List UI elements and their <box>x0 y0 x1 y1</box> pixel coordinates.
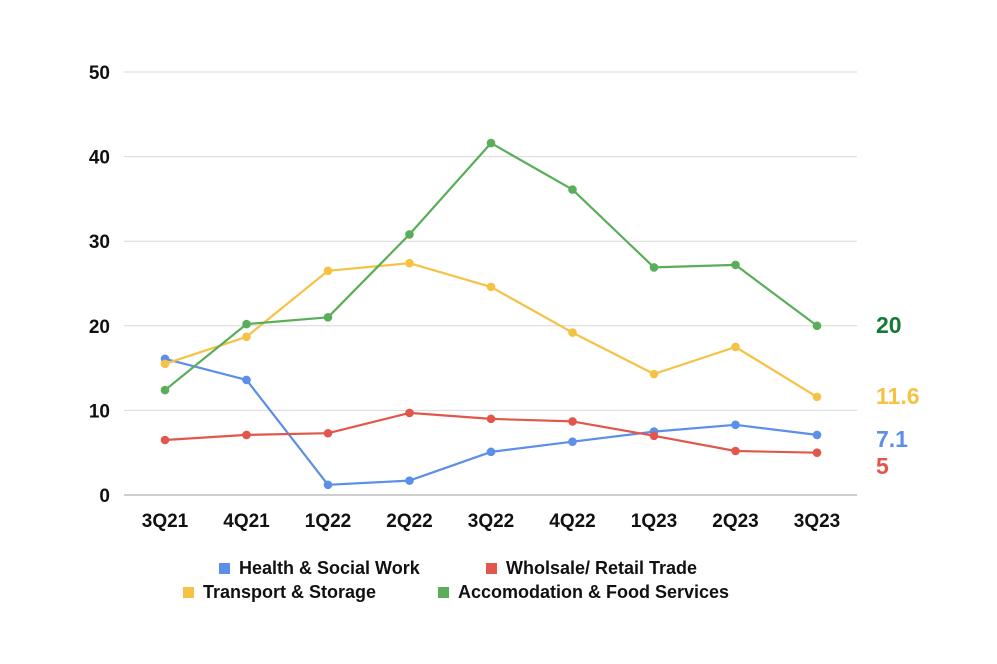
series-2 <box>160 258 822 402</box>
data-point-3-1 <box>242 319 251 329</box>
y-tick-label-20: 20 <box>89 317 110 338</box>
data-point-3-8 <box>812 321 822 331</box>
data-point-3-6 <box>649 263 659 272</box>
x-tick-label-1Q22: 1Q22 <box>305 511 351 532</box>
data-point-1-2 <box>323 428 333 438</box>
legend-item-1: Wholsale/ Retail Trade <box>486 558 697 578</box>
data-point-3-7 <box>731 260 740 270</box>
legend-swatch-0 <box>219 563 230 574</box>
end-label-1: 5 <box>876 453 889 479</box>
end-label-3: 20 <box>876 312 902 338</box>
data-point-1-6 <box>649 431 659 441</box>
data-point-0-3 <box>405 476 414 485</box>
data-point-0-8 <box>812 430 822 440</box>
data-point-3-2 <box>323 313 333 322</box>
x-tick-label-2Q23: 2Q23 <box>712 511 758 532</box>
y-tick-label-30: 30 <box>89 232 110 253</box>
legend: Health & Social Work Wholsale/ Retail Tra… <box>183 558 729 602</box>
legend-swatch-1 <box>486 563 497 574</box>
data-point-0-1 <box>242 375 251 385</box>
x-tick-label-3Q21: 3Q21 <box>142 511 189 532</box>
data-point-3-5 <box>568 185 577 194</box>
legend-label-3: Accomodation & Food Services <box>458 582 729 602</box>
legend-swatch-2 <box>183 587 194 598</box>
data-point-2-1 <box>242 332 251 342</box>
data-point-2-4 <box>486 282 496 292</box>
data-point-3-4 <box>486 138 496 148</box>
data-point-0-7 <box>731 420 740 430</box>
x-tick-label-1Q23: 1Q23 <box>631 511 677 532</box>
legend-item-0: Health & Social Work <box>219 558 421 578</box>
data-point-2-0 <box>160 359 170 369</box>
legend-item-2: Transport & Storage <box>183 582 376 602</box>
data-point-2-8 <box>812 392 822 402</box>
end-label-2: 11.6 <box>876 383 920 409</box>
data-point-0-4 <box>486 447 496 457</box>
y-tick-label-40: 40 <box>89 148 110 169</box>
legend-label-0: Health & Social Work <box>239 558 421 578</box>
legend-label-1: Wholsale/ Retail Trade <box>506 558 697 578</box>
data-point-1-0 <box>160 435 170 445</box>
x-tick-label-3Q22: 3Q22 <box>468 511 514 532</box>
x-tick-label-2Q22: 2Q22 <box>386 511 432 532</box>
data-point-0-5 <box>568 437 577 447</box>
data-point-1-4 <box>486 414 496 424</box>
x-tick-label-4Q22: 4Q22 <box>549 511 595 532</box>
y-tick-label-0: 0 <box>99 486 110 507</box>
data-point-1-3 <box>405 408 414 418</box>
x-tick-label-4Q21: 4Q21 <box>223 511 270 532</box>
y-tick-label-50: 50 <box>89 63 110 84</box>
end-labels: 7.15 11.6 20 <box>876 312 920 479</box>
series-1 <box>160 408 822 458</box>
x-tick-label-3Q23: 3Q23 <box>794 511 840 532</box>
data-point-2-7 <box>731 342 740 352</box>
legend-item-3: Accomodation & Food Services <box>438 582 729 602</box>
legend-swatch-3 <box>438 587 449 598</box>
y-axis-ticks: 0 10 20 30 40 50 <box>89 63 110 507</box>
y-tick-label-10: 10 <box>89 401 110 422</box>
data-point-2-5 <box>568 328 577 337</box>
series-0 <box>160 354 822 490</box>
series-3 <box>160 138 822 395</box>
data-point-2-2 <box>323 266 333 276</box>
data-point-2-6 <box>649 369 659 379</box>
data-point-1-8 <box>812 448 822 458</box>
end-label-0: 7.1 <box>876 426 908 452</box>
data-point-3-0 <box>160 385 170 395</box>
x-axis-ticks: 3Q21 4Q21 1Q22 2Q22 3Q22 4Q22 1Q23 2Q23 3Q23 <box>142 511 840 532</box>
data-point-1-7 <box>731 446 740 456</box>
data-point-2-3 <box>405 258 414 268</box>
data-point-3-3 <box>405 230 414 239</box>
series-lines <box>160 138 822 490</box>
data-point-1-1 <box>242 430 251 440</box>
legend-label-2: Transport & Storage <box>203 582 376 602</box>
data-point-0-2 <box>323 480 333 490</box>
data-point-1-5 <box>568 417 577 426</box>
